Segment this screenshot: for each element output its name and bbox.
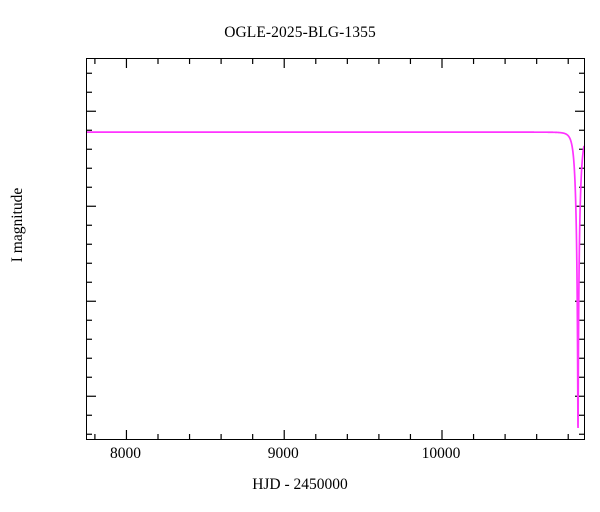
y-axis-label: I magnitude bbox=[9, 187, 26, 263]
x-tick-label: 9000 bbox=[267, 445, 299, 462]
page-title: OGLE-2025-BLG-1355 bbox=[224, 24, 376, 41]
x-axis-label: HJD - 2450000 bbox=[252, 476, 348, 493]
model-curve bbox=[87, 131, 584, 429]
plot-canvas bbox=[87, 59, 584, 439]
plot-area bbox=[86, 58, 585, 440]
x-tick-label: 10000 bbox=[421, 445, 461, 462]
x-tick-label: 8000 bbox=[109, 445, 141, 462]
axis-ticks bbox=[87, 59, 584, 439]
